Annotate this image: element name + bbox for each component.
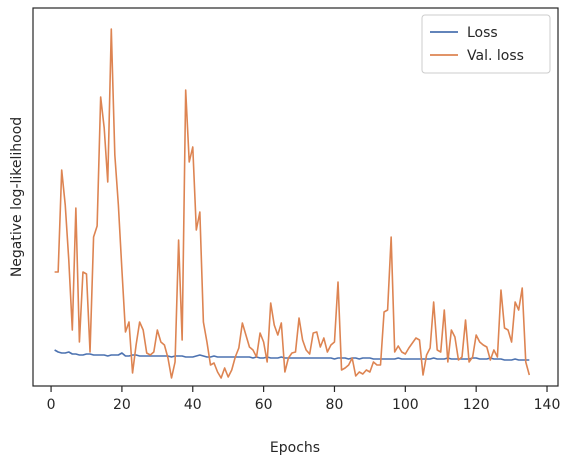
x-tick-label: 80 [326, 397, 344, 413]
series-line [54, 349, 530, 361]
x-tick-label: 40 [184, 397, 202, 413]
x-tick-label: 120 [463, 397, 490, 413]
x-tick-label: 60 [255, 397, 273, 413]
y-axis-label: Negative log-likelihood [9, 117, 25, 277]
legend-label: Loss [467, 25, 498, 41]
x-tick-label: 20 [113, 397, 131, 413]
x-tick-label: 0 [47, 397, 56, 413]
legend-label: Val. loss [467, 48, 524, 64]
plot-frame [32, 7, 559, 387]
legend-box [421, 14, 551, 74]
series-line [54, 28, 531, 379]
x-tick-label: 100 [392, 397, 419, 413]
x-tick-label: 140 [534, 397, 561, 413]
x-axis-label: Epochs [270, 440, 320, 456]
